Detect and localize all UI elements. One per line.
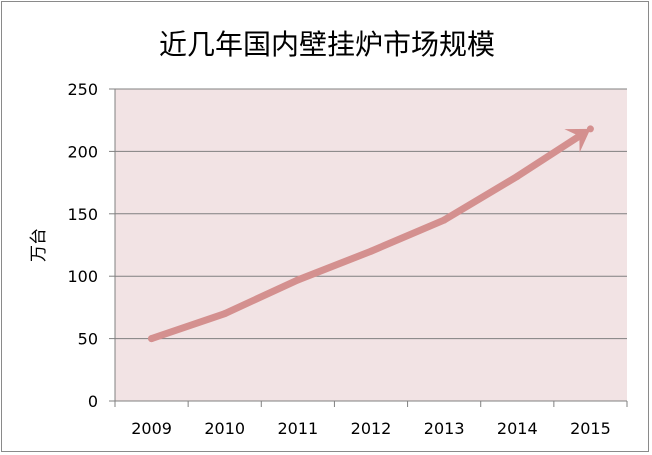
plot-area bbox=[115, 89, 627, 401]
x-tick-labels: 2009 2010 2011 2012 2013 2014 2015 bbox=[131, 419, 611, 438]
series-0-point-2012 bbox=[367, 247, 375, 255]
series-layer bbox=[148, 125, 594, 343]
series-0-point-2009 bbox=[148, 335, 156, 343]
series-0-point-2014 bbox=[513, 172, 521, 180]
y-tick-label-0: 0 bbox=[88, 392, 98, 411]
x-tick-label-2012: 2012 bbox=[351, 419, 392, 438]
x-tick-label-2011: 2011 bbox=[277, 419, 318, 438]
y-tick-label-200: 200 bbox=[67, 142, 98, 161]
y-tick-label-100: 100 bbox=[67, 267, 98, 286]
grid-lines bbox=[109, 88, 627, 402]
y-tick-label-250: 250 bbox=[67, 80, 98, 99]
series-0-point-2013 bbox=[440, 216, 448, 224]
axes bbox=[114, 89, 628, 407]
y-tick-labels: 0 50 100 150 200 250 bbox=[67, 80, 98, 411]
x-tick-label-2015: 2015 bbox=[570, 419, 611, 438]
y-tick-label-50: 50 bbox=[78, 330, 98, 349]
x-tick-label-2013: 2013 bbox=[424, 419, 465, 438]
series-0-arrowhead bbox=[564, 128, 591, 153]
series-0-point-2011 bbox=[294, 276, 302, 284]
x-tick-label-2010: 2010 bbox=[204, 419, 245, 438]
series-0-point-2015 bbox=[586, 125, 594, 133]
y-tick-label-150: 150 bbox=[67, 205, 98, 224]
x-tick-label-2009: 2009 bbox=[131, 419, 172, 438]
x-tick-label-2014: 2014 bbox=[497, 419, 538, 438]
series-0-point-2010 bbox=[221, 310, 229, 318]
chart-title: 近几年国内壁挂炉市场规模 bbox=[159, 28, 495, 61]
y-axis-label: 万台 bbox=[29, 228, 49, 262]
